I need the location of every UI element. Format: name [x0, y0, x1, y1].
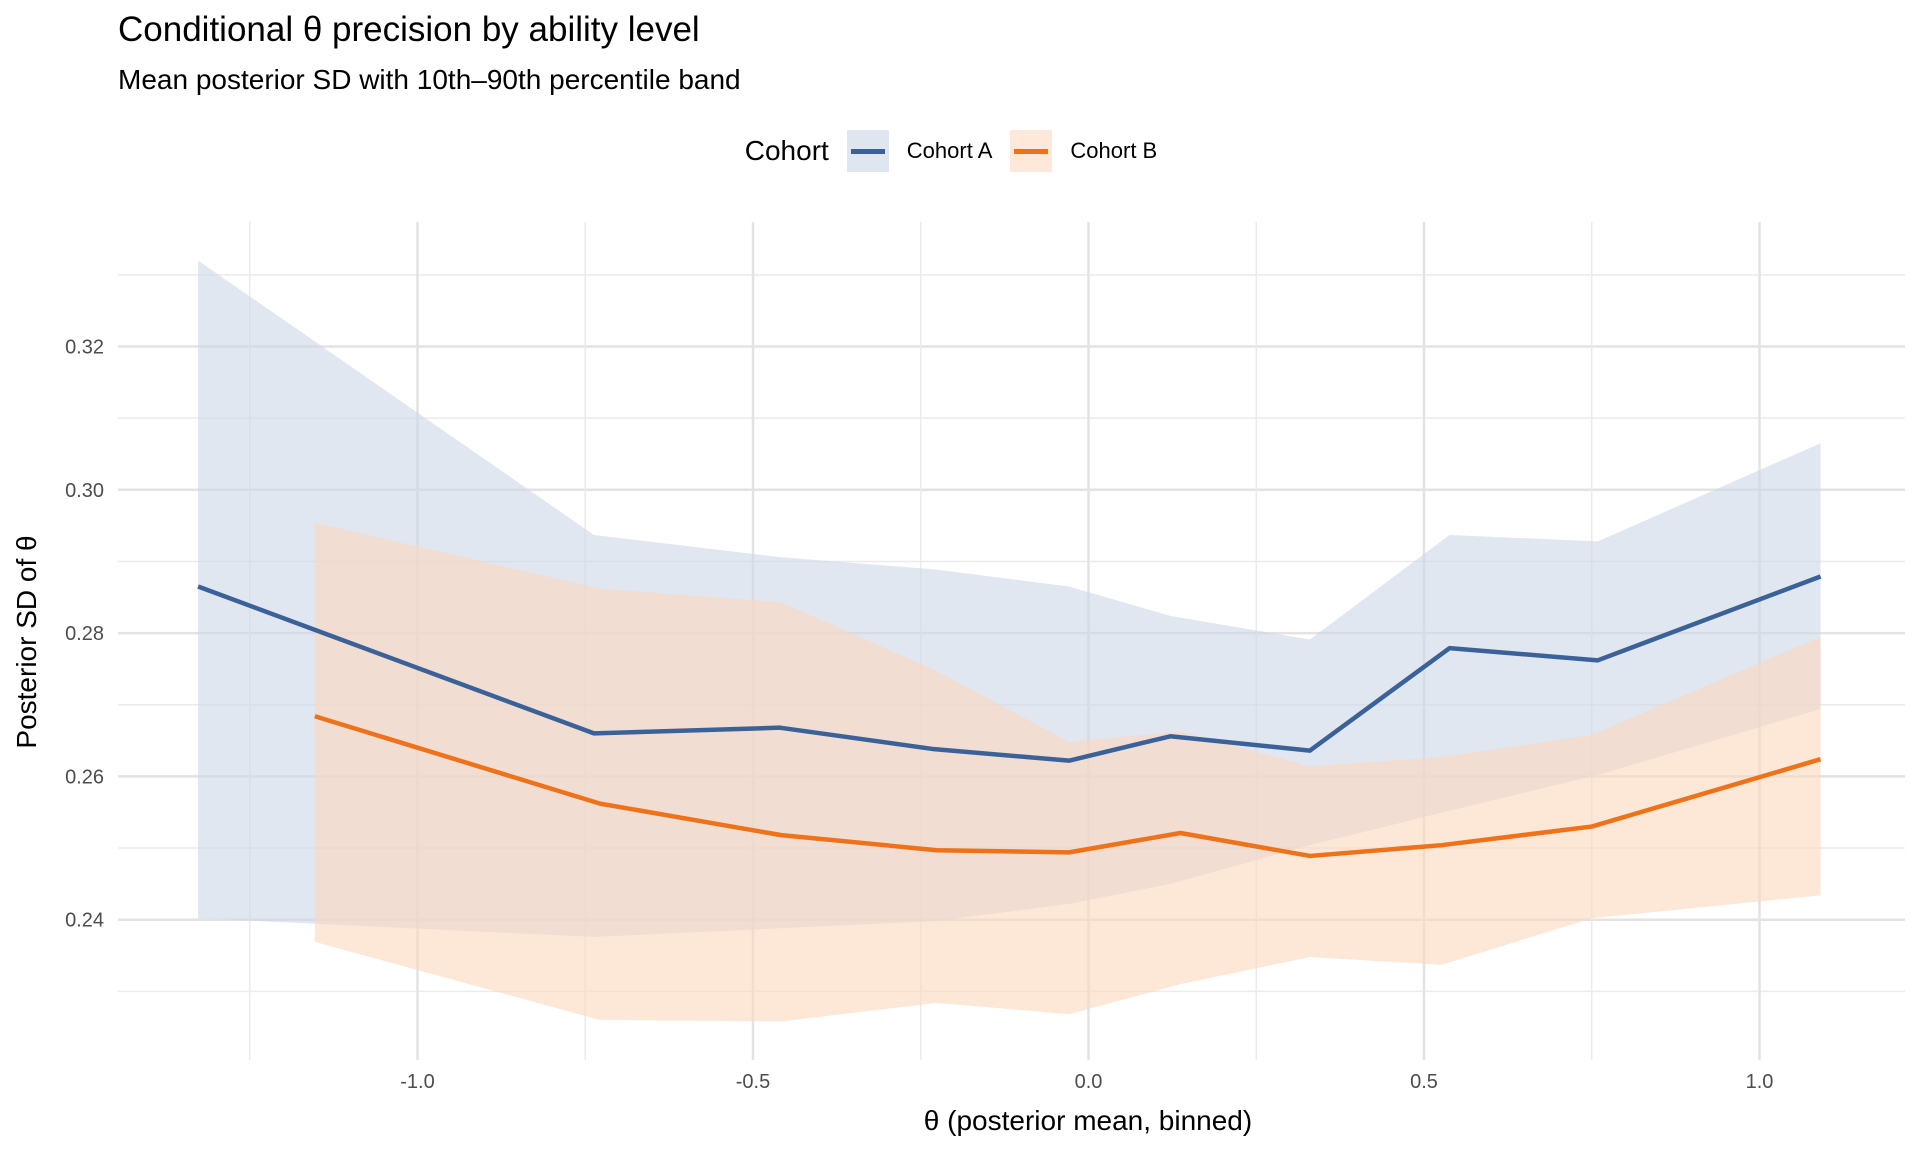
- legend-label-cohort-b: Cohort B: [1070, 138, 1158, 163]
- bands: [198, 260, 1821, 1022]
- y-axis-title: Posterior SD of θ: [11, 535, 42, 748]
- x-tick-label: 0.5: [1410, 1071, 1438, 1093]
- x-tick-label: -1.0: [400, 1071, 434, 1093]
- x-axis-title: θ (posterior mean, binned): [924, 1105, 1252, 1136]
- band-cohort-b: [314, 522, 1821, 1022]
- x-tick-label: -0.5: [736, 1071, 770, 1093]
- ticks: -1.0 -0.5 0.0 0.5 1.0 0.24 0.26 0.28 0.30 0.32: [65, 337, 1773, 1094]
- legend-key-cohort-a: [846, 130, 889, 172]
- legend-title: Cohort: [744, 135, 829, 166]
- lines: [197, 574, 1822, 859]
- x-tick-label: 1.0: [1746, 1071, 1774, 1093]
- y-tick-label: 0.30: [65, 480, 104, 502]
- chart-title: Conditional θ precision by ability level: [118, 10, 700, 49]
- chart-subtitle: Mean posterior SD with 10th–90th percent…: [118, 64, 741, 95]
- legend-label-cohort-a: Cohort A: [906, 138, 993, 163]
- y-tick-label: 0.32: [65, 337, 104, 359]
- y-tick-label: 0.26: [65, 766, 104, 788]
- legend: Cohort Cohort A Cohort B: [0, 130, 1920, 172]
- y-tick-label: 0.24: [65, 910, 104, 932]
- line-cohort-a: [197, 574, 1822, 763]
- line-cohort-b: [314, 714, 1822, 859]
- legend-key-cohort-b: [1010, 130, 1053, 172]
- y-tick-label: 0.28: [65, 623, 104, 645]
- x-tick-label: 0.0: [1075, 1071, 1103, 1093]
